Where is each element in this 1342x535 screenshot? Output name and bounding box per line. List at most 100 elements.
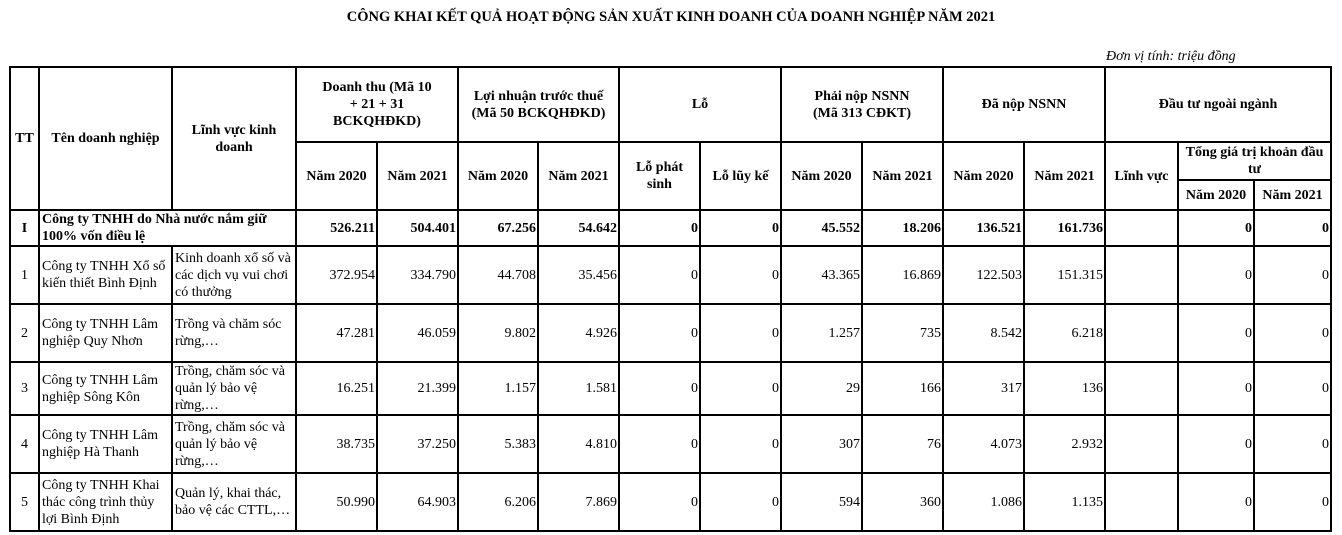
- group-revenue-2021: 504.401: [376, 209, 459, 247]
- business-results-table: TT Tên doanh nghiệp Lĩnh vực kinh doanh …: [9, 66, 1332, 532]
- row-tt: 3: [9, 361, 40, 416]
- table-body: I Công ty TNHH do Nhà nước nắm giữ 100% …: [9, 209, 1332, 532]
- table-row: 1 Công ty TNHH Xổ số kiến thiết Bình Địn…: [9, 245, 1332, 305]
- header-profit: Lợi nhuận trước thuế (Mã 50 BCKQHĐKD): [457, 66, 620, 143]
- group-inv-field: [1104, 209, 1179, 247]
- group-paid-2021: 161.736: [1023, 209, 1106, 247]
- row-paid-2020: 1.086: [942, 472, 1025, 532]
- row-payable-2021: 166: [861, 361, 944, 416]
- row-payable-2020: 307: [780, 414, 863, 474]
- row-loss-incurred: 0: [618, 361, 701, 416]
- header-loss-accumulated: Lỗ lũy kế: [699, 141, 782, 211]
- table-header: TT Tên doanh nghiệp Lĩnh vực kinh doanh …: [9, 66, 1332, 211]
- header-inv-2021: Năm 2021: [1253, 179, 1332, 211]
- row-revenue-2021: 46.059: [376, 303, 459, 363]
- row-company-name: Công ty TNHH Lâm nghiệp Quy Nhơn: [38, 303, 173, 363]
- row-profit-2020: 1.157: [457, 361, 539, 416]
- group-payable-2021: 18.206: [861, 209, 944, 247]
- row-payable-2020: 43.365: [780, 245, 863, 305]
- row-inv-field: [1104, 414, 1179, 474]
- row-profit-2021: 4.810: [537, 414, 620, 474]
- row-paid-2020: 317: [942, 361, 1025, 416]
- row-loss-incurred: 0: [618, 245, 701, 305]
- unit-note: Đơn vị tính: triệu đồng: [1106, 49, 1236, 64]
- row-inv-2020: 0: [1177, 245, 1255, 305]
- row-inv-field: [1104, 245, 1179, 305]
- row-loss-accumulated: 0: [699, 414, 782, 474]
- row-field: Trồng, chăm sóc và quản lý bảo vệ rừng,…: [171, 414, 297, 474]
- header-investment: Đầu tư ngoài ngành: [1104, 66, 1332, 143]
- row-tt: 1: [9, 245, 40, 305]
- table-row: 4 Công ty TNHH Lâm nghiệp Hà Thanh Trồng…: [9, 414, 1332, 474]
- group-loss-accumulated: 0: [699, 209, 782, 247]
- row-profit-2021: 4.926: [537, 303, 620, 363]
- row-revenue-2020: 16.251: [295, 361, 378, 416]
- row-profit-2020: 44.708: [457, 245, 539, 305]
- row-revenue-2020: 38.735: [295, 414, 378, 474]
- row-field: Trồng và chăm sóc rừng,…: [171, 303, 297, 363]
- table-row: 2 Công ty TNHH Lâm nghiệp Quy Nhơn Trồng…: [9, 303, 1332, 363]
- row-paid-2021: 151.315: [1023, 245, 1106, 305]
- row-loss-accumulated: 0: [699, 245, 782, 305]
- header-inv-field: Lĩnh vực: [1104, 141, 1179, 211]
- row-loss-accumulated: 0: [699, 472, 782, 532]
- row-paid-2021: 2.932: [1023, 414, 1106, 474]
- row-paid-2021: 6.218: [1023, 303, 1106, 363]
- group-inv-2021: 0: [1253, 209, 1332, 247]
- header-tt: TT: [9, 66, 40, 211]
- row-company-name: Công ty TNHH Lâm nghiệp Sông Kôn: [38, 361, 173, 416]
- row-inv-field: [1104, 303, 1179, 363]
- group-profit-2021: 54.642: [537, 209, 620, 247]
- row-revenue-2020: 50.990: [295, 472, 378, 532]
- row-revenue-2021: 64.903: [376, 472, 459, 532]
- row-inv-2020: 0: [1177, 472, 1255, 532]
- header-paid-2021: Năm 2021: [1023, 141, 1106, 211]
- row-tt: 4: [9, 414, 40, 474]
- row-inv-2021: 0: [1253, 414, 1332, 474]
- row-revenue-2021: 21.399: [376, 361, 459, 416]
- row-loss-incurred: 0: [618, 472, 701, 532]
- document-title: CÔNG KHAI KẾT QUẢ HOẠT ĐỘNG SẢN XUẤT KIN…: [346, 9, 996, 25]
- row-profit-2021: 1.581: [537, 361, 620, 416]
- row-profit-2021: 35.456: [537, 245, 620, 305]
- group-name: Công ty TNHH do Nhà nước nắm giữ 100% vố…: [38, 209, 297, 247]
- row-loss-incurred: 0: [618, 414, 701, 474]
- row-payable-2021: 16.869: [861, 245, 944, 305]
- row-inv-2020: 0: [1177, 303, 1255, 363]
- group-revenue-2020: 526.211: [295, 209, 378, 247]
- row-profit-2020: 5.383: [457, 414, 539, 474]
- row-field: Kinh doanh xổ số và các dịch vụ vui chơi…: [171, 245, 297, 305]
- header-field: Lĩnh vực kinh doanh: [171, 66, 297, 211]
- row-inv-field: [1104, 361, 1179, 416]
- header-loss: Lỗ: [618, 66, 782, 143]
- row-payable-2021: 735: [861, 303, 944, 363]
- group-inv-2020: 0: [1177, 209, 1255, 247]
- row-inv-2020: 0: [1177, 361, 1255, 416]
- header-payable-2021: Năm 2021: [861, 141, 944, 211]
- row-paid-2020: 4.073: [942, 414, 1025, 474]
- group-row: I Công ty TNHH do Nhà nước nắm giữ 100% …: [9, 209, 1332, 247]
- row-company-name: Công ty TNHH Khai thác công trình thủy l…: [38, 472, 173, 532]
- row-inv-2021: 0: [1253, 361, 1332, 416]
- header-revenue-2021: Năm 2021: [376, 141, 459, 211]
- row-inv-2020: 0: [1177, 414, 1255, 474]
- row-field: Quản lý, khai thác, bảo vệ các CTTL,…: [171, 472, 297, 532]
- row-paid-2020: 8.542: [942, 303, 1025, 363]
- group-tt: I: [9, 209, 40, 247]
- row-revenue-2020: 47.281: [295, 303, 378, 363]
- header-revenue: Doanh thu (Mã 10 + 21 + 31 BCKQHĐKD): [295, 66, 459, 143]
- row-revenue-2021: 334.790: [376, 245, 459, 305]
- header-payable: Phải nộp NSNN (Mã 313 CĐKT): [780, 66, 944, 143]
- row-loss-accumulated: 0: [699, 303, 782, 363]
- row-payable-2020: 594: [780, 472, 863, 532]
- row-payable-2021: 76: [861, 414, 944, 474]
- header-revenue-2020: Năm 2020: [295, 141, 378, 211]
- row-inv-field: [1104, 472, 1179, 532]
- row-paid-2021: 1.135: [1023, 472, 1106, 532]
- row-inv-2021: 0: [1253, 472, 1332, 532]
- row-profit-2021: 7.869: [537, 472, 620, 532]
- row-paid-2021: 136: [1023, 361, 1106, 416]
- header-inv-total: Tổng giá trị khoản đầu tư: [1177, 141, 1332, 181]
- header-inv-2020: Năm 2020: [1177, 179, 1255, 211]
- group-payable-2020: 45.552: [780, 209, 863, 247]
